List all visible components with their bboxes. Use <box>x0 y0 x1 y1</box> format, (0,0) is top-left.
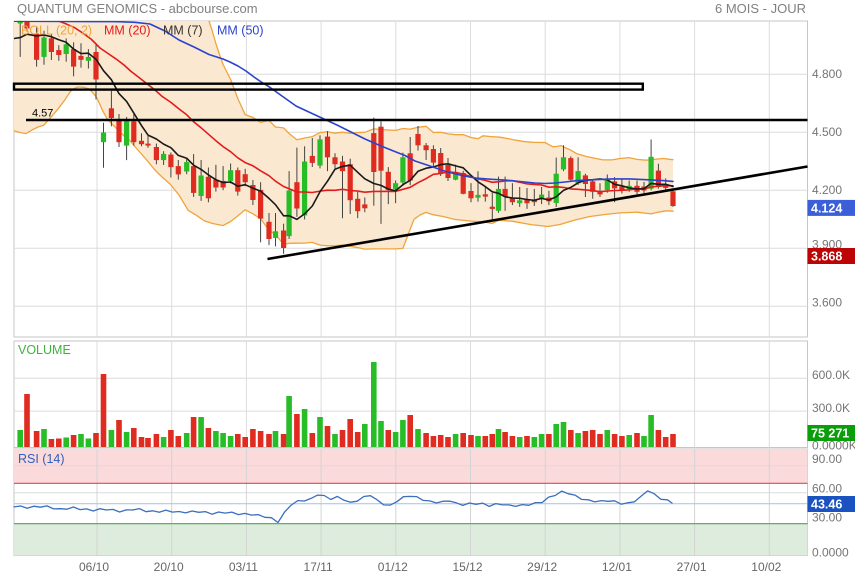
svg-text:6 MOIS - JOUR: 6 MOIS - JOUR <box>715 1 806 16</box>
svg-text:MM (7): MM (7) <box>163 24 203 38</box>
svg-text:3.600: 3.600 <box>812 296 842 310</box>
svg-text:75 271: 75 271 <box>811 427 849 441</box>
svg-text:QUANTUM GENOMICS - abcbourse.c: QUANTUM GENOMICS - abcbourse.com <box>17 1 258 16</box>
svg-text:30.00: 30.00 <box>812 511 842 525</box>
svg-text:4.57: 4.57 <box>32 108 53 120</box>
svg-text:4.500: 4.500 <box>812 125 842 139</box>
svg-text:60.00: 60.00 <box>812 482 842 496</box>
svg-text:12/01: 12/01 <box>602 560 632 574</box>
svg-text:3.868: 3.868 <box>811 250 842 264</box>
svg-text:03/11: 03/11 <box>229 560 258 574</box>
svg-text:0.0000: 0.0000 <box>812 546 849 560</box>
svg-text:600.0K: 600.0K <box>812 368 850 382</box>
svg-text:10/02: 10/02 <box>751 560 781 574</box>
svg-text:06/10: 06/10 <box>79 560 109 574</box>
svg-text:17/11: 17/11 <box>304 560 333 574</box>
svg-text:43.46: 43.46 <box>811 498 842 512</box>
svg-text:300.0K: 300.0K <box>812 401 850 415</box>
svg-text:29/12: 29/12 <box>527 560 557 574</box>
svg-text:4.800: 4.800 <box>812 67 842 81</box>
svg-text:RSI (14): RSI (14) <box>18 452 65 466</box>
svg-text:BOLL (20, 2): BOLL (20, 2) <box>21 24 92 38</box>
svg-text:4.200: 4.200 <box>812 183 842 197</box>
svg-text:MM (20): MM (20) <box>104 24 151 38</box>
svg-text:20/10: 20/10 <box>154 560 184 574</box>
svg-text:01/12: 01/12 <box>378 560 408 574</box>
svg-text:15/12: 15/12 <box>452 560 482 574</box>
svg-text:VOLUME: VOLUME <box>18 343 71 357</box>
svg-text:90.00: 90.00 <box>812 452 842 466</box>
svg-text:MM (50): MM (50) <box>217 24 264 38</box>
svg-text:4.124: 4.124 <box>811 201 842 215</box>
svg-text:27/01: 27/01 <box>677 560 707 574</box>
